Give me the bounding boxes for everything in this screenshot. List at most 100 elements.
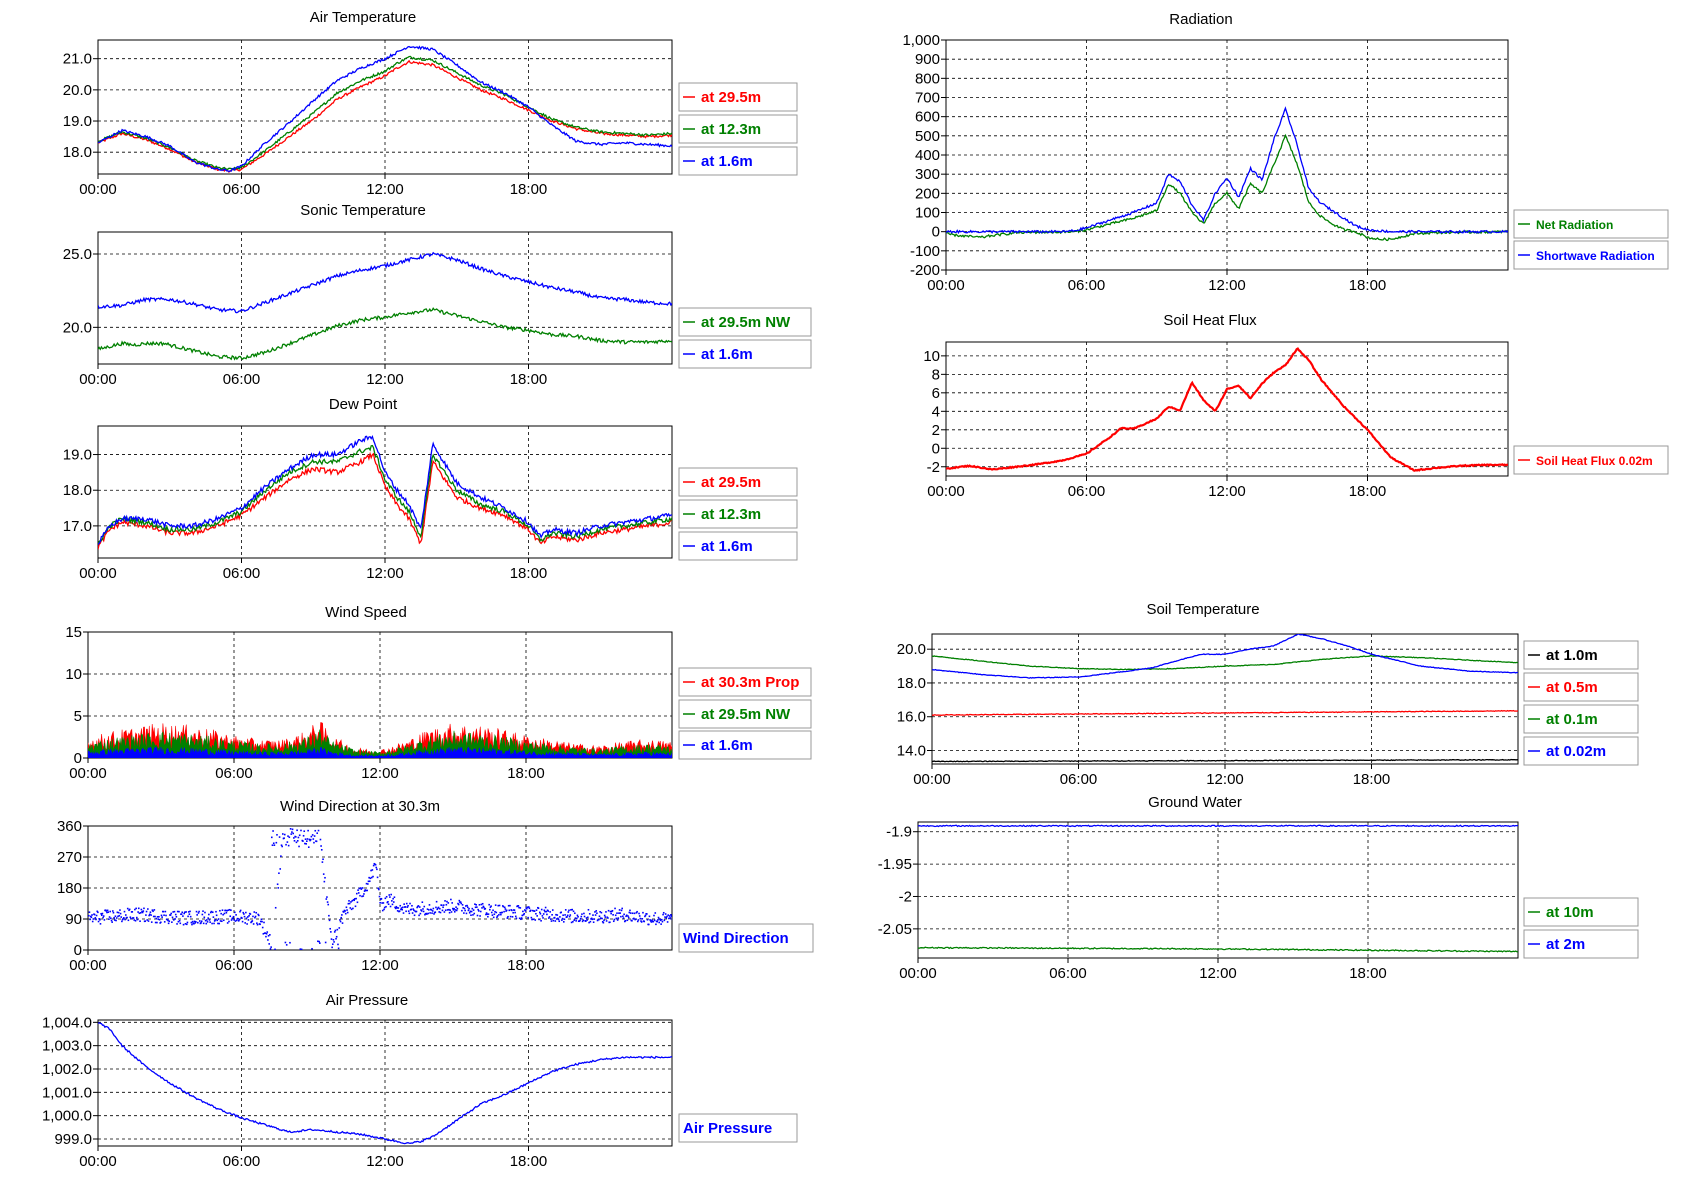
data-point: [376, 868, 378, 871]
data-point: [477, 910, 480, 912]
data-point: [449, 909, 452, 911]
data-point: [430, 909, 433, 911]
legend-label: at 1.6m: [701, 153, 753, 170]
data-point: [174, 918, 176, 920]
data-point: [627, 916, 630, 919]
legend-box: [678, 114, 798, 144]
legend-label: Soil Heat Flux 0.02m: [1536, 454, 1653, 468]
legend-box: [678, 531, 798, 561]
data-point: [388, 894, 391, 896]
data-point: [150, 914, 152, 916]
data-point: [272, 842, 275, 845]
data-point: [370, 869, 372, 872]
legend-box: [678, 1113, 798, 1143]
data-point: [269, 948, 272, 950]
data-point: [173, 919, 175, 921]
y-tick-label: 10: [65, 666, 82, 683]
plot-series: [946, 347, 1508, 472]
data-point: [230, 919, 233, 921]
data-point: [139, 912, 142, 914]
data-point: [348, 902, 351, 905]
data-point: [152, 910, 154, 913]
y-tick-label: 25.0: [63, 246, 92, 263]
data-point: [487, 913, 490, 915]
data-point: [139, 920, 141, 922]
x-tick-label: 18:00: [1349, 965, 1387, 982]
data-point: [666, 921, 669, 923]
data-point: [187, 911, 190, 913]
data-point: [594, 911, 596, 913]
y-tick-label: 8: [932, 366, 940, 383]
data-point: [530, 916, 533, 919]
data-point: [401, 908, 404, 911]
data-point: [357, 892, 360, 894]
x-tick-label: 12:00: [361, 957, 399, 974]
x-tick-label: 00:00: [69, 957, 107, 974]
x-tick-label: 06:00: [1060, 771, 1098, 788]
data-point: [406, 906, 409, 908]
data-point: [629, 909, 631, 912]
data-point: [208, 919, 211, 921]
legend-box: [1523, 736, 1639, 766]
data-point: [495, 911, 498, 914]
data-point: [90, 916, 93, 919]
data-point: [562, 914, 564, 917]
data-point: [149, 911, 152, 914]
data-point: [343, 911, 345, 913]
radiation-chart: Radiation -200 -100 0 100 200 300 400 500 600 700 8…: [902, 11, 1669, 294]
data-point: [579, 917, 582, 920]
data-point: [671, 918, 672, 921]
data-point: [155, 917, 158, 920]
data-point: [162, 910, 165, 913]
data-point: [474, 903, 476, 905]
data-point: [582, 919, 585, 921]
data-point: [333, 931, 336, 933]
data-point: [592, 921, 595, 924]
air-pressure-chart: Air Pressure 999.0 1,000.0 1,001.0 1,002.0 1,…: [42, 992, 798, 1170]
y-tick-label: -2: [927, 459, 940, 476]
data-point: [392, 897, 394, 900]
data-point: [378, 888, 380, 891]
data-point: [335, 935, 338, 938]
data-point: [233, 919, 235, 921]
data-point: [124, 918, 126, 921]
data-point: [554, 920, 557, 922]
data-point: [600, 911, 603, 914]
data-point: [626, 919, 629, 922]
legend-item: at 0.5m: [1523, 672, 1639, 702]
data-point: [211, 911, 214, 914]
legend-label: Shortwave Radiation: [1536, 249, 1655, 263]
x-tick-label: 18:00: [510, 565, 548, 582]
data-point: [569, 914, 572, 916]
y-tick-label: 0: [74, 750, 82, 767]
data-point: [295, 841, 298, 844]
data-point: [439, 907, 441, 910]
data-point: [661, 920, 664, 923]
data-point: [452, 909, 455, 911]
x-tick-label: 12:00: [366, 181, 404, 198]
data-point: [268, 943, 270, 945]
data-point: [648, 915, 651, 918]
data-point: [599, 911, 601, 913]
data-point: [317, 940, 319, 943]
data-point: [411, 904, 413, 907]
chart-title: Ground Water: [1148, 794, 1242, 811]
legend-box: [678, 923, 814, 953]
data-point: [306, 840, 308, 842]
data-point: [408, 912, 411, 915]
data-point: [299, 948, 302, 950]
data-point: [171, 921, 173, 923]
data-point: [622, 917, 625, 919]
data-point: [293, 837, 295, 839]
legend-label: Wind Direction: [683, 930, 789, 947]
data-point: [586, 916, 589, 919]
data-point: [175, 916, 178, 918]
data-point: [239, 909, 242, 912]
x-tick-label: 12:00: [1206, 771, 1244, 788]
data-point: [541, 915, 544, 917]
data-point: [257, 913, 259, 916]
data-point: [511, 915, 514, 918]
data-point: [170, 912, 173, 915]
data-point: [168, 920, 171, 923]
data-point: [259, 920, 262, 923]
